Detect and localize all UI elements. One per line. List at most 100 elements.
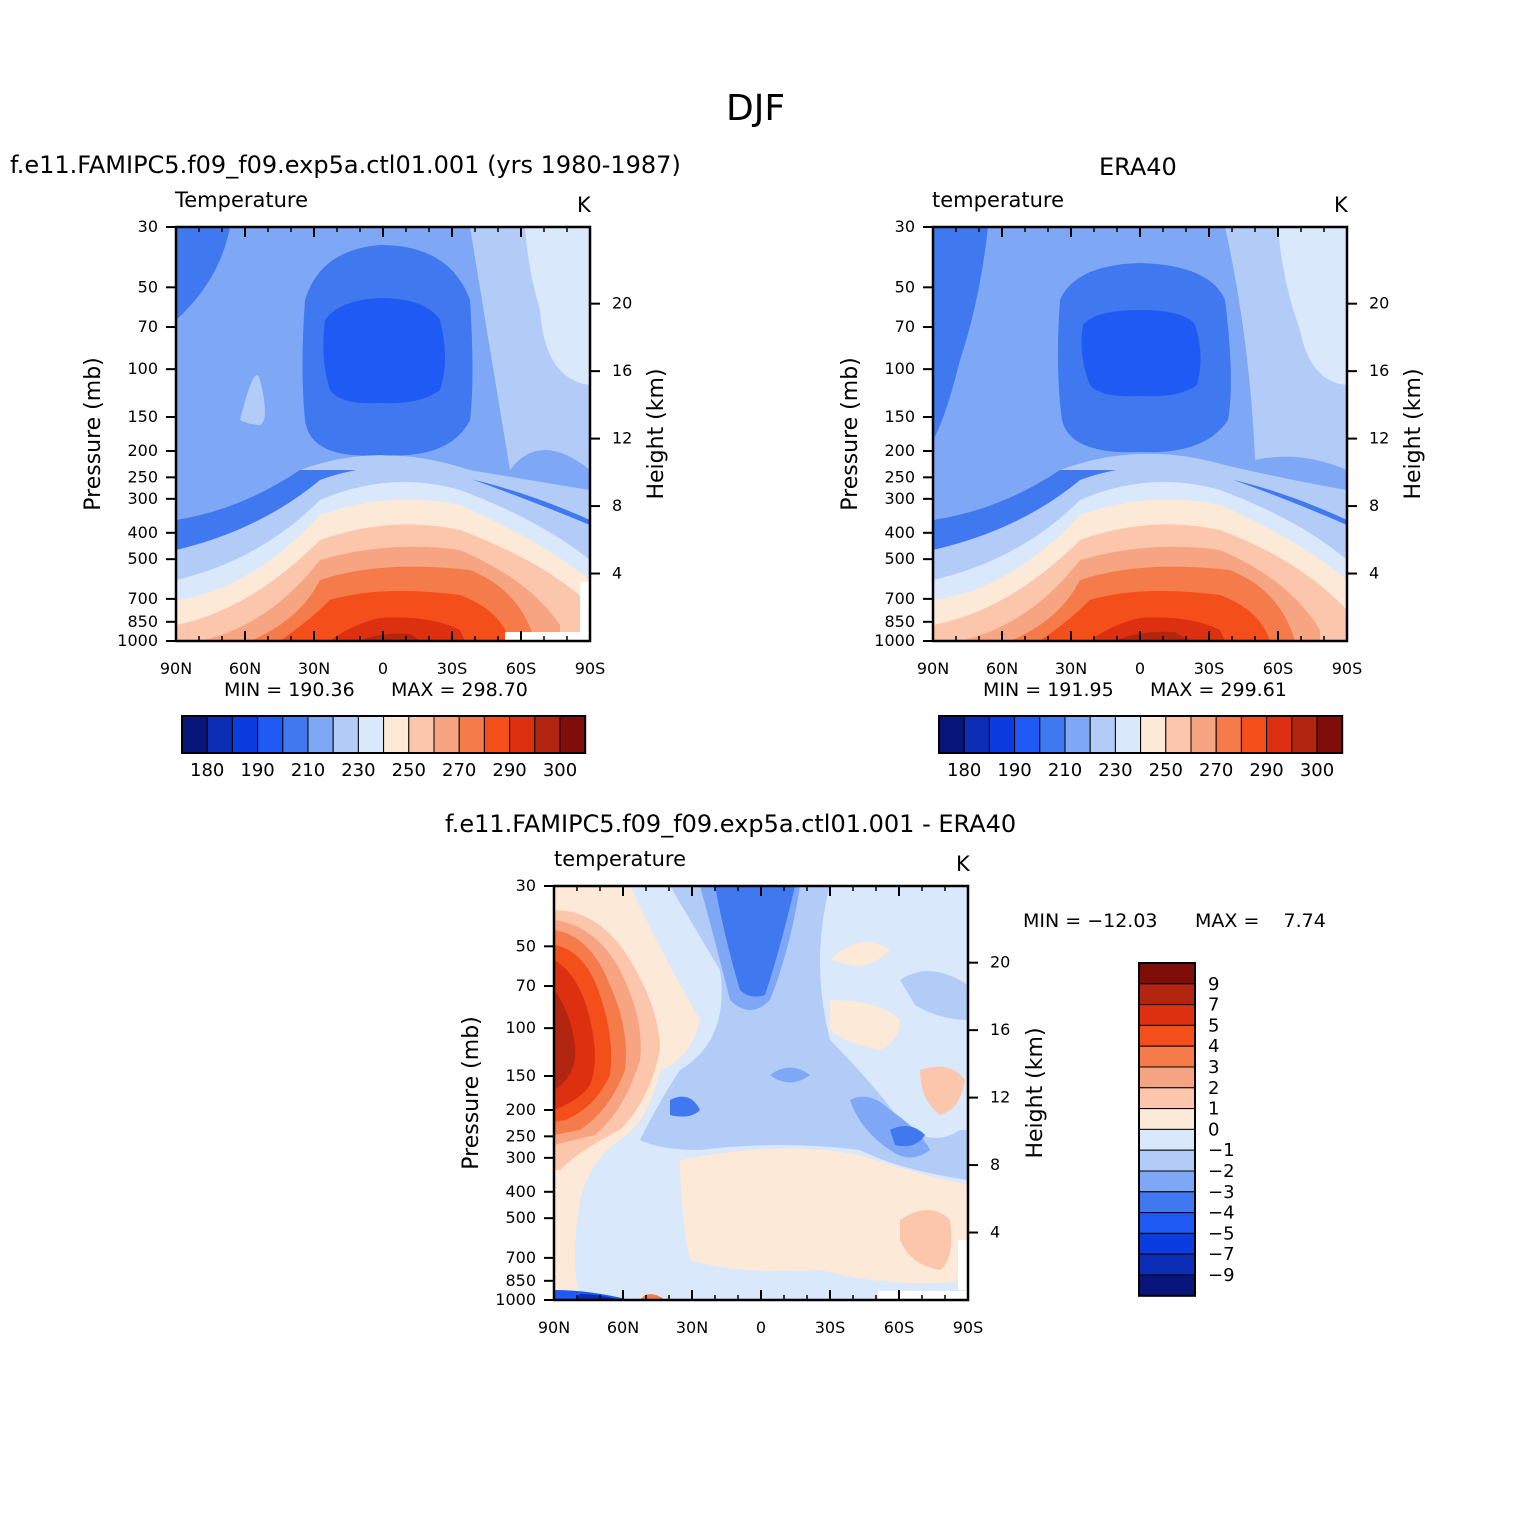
colorbar-label: 270	[442, 760, 476, 781]
colorbar-swatch	[257, 715, 284, 754]
colorbar-label: 290	[1249, 760, 1283, 781]
height-tick-label: 4	[612, 564, 622, 583]
height-tick-label: 8	[612, 496, 622, 515]
colorbar-swatch	[509, 715, 536, 754]
x-tick-label: 60S	[1263, 659, 1294, 678]
y-tick-label: 30	[138, 217, 158, 236]
height-tick-label: 4	[990, 1223, 1000, 1242]
y-tick-label: 70	[516, 976, 536, 995]
x-tick-label: 0	[1135, 659, 1145, 678]
colorbar-swatch	[1138, 1128, 1196, 1151]
y-tick-label: 100	[884, 359, 915, 378]
x-tick-label: 30N	[676, 1318, 708, 1337]
y-tick-label: 700	[505, 1248, 536, 1267]
y-tick-label: 500	[505, 1208, 536, 1227]
colorbar-swatch	[534, 715, 561, 754]
panel-title-model: f.e11.FAMIPC5.f09_f09.exp5a.ctl01.001 (y…	[10, 151, 681, 179]
colorbar-swatch	[988, 715, 1016, 754]
colorbar-swatch	[1138, 1108, 1196, 1130]
x-tick-label: 30S	[815, 1318, 846, 1337]
y-tick-label: 700	[127, 589, 158, 608]
colorbar-swatch	[408, 715, 435, 754]
x-tick-label: 60S	[506, 659, 537, 678]
x-tick-label: 0	[756, 1318, 766, 1337]
y-tick-label: 50	[138, 277, 158, 296]
y-tick-label: 250	[127, 467, 158, 486]
colorbar-swatch	[307, 715, 334, 754]
y-tick-label: 100	[127, 359, 158, 378]
colorbar-label: −3	[1208, 1182, 1235, 1203]
y-tick-label: 400	[127, 523, 158, 542]
colorbar-label: 180	[947, 760, 981, 781]
colorbar-swatch	[1138, 983, 1196, 1006]
min-value-model: MIN = 190.36	[224, 679, 355, 701]
x-tick-label: 60S	[884, 1318, 915, 1337]
y-tick-label: 1000	[495, 1290, 536, 1309]
colorbar-swatch	[1138, 1212, 1196, 1234]
colorbar-label: 270	[1199, 760, 1233, 781]
colorbar-swatch	[1138, 962, 1196, 985]
height-tick-label: 12	[1369, 429, 1389, 448]
height-tick-label: 8	[990, 1155, 1000, 1174]
variable-label-model: Temperature	[175, 188, 309, 212]
colorbar-swatch	[1138, 1274, 1196, 1297]
y-tick-label: 30	[516, 876, 536, 895]
units-label-model: K	[577, 193, 591, 217]
colorbar-label: 190	[240, 760, 274, 781]
colorbar-swatch	[1240, 715, 1268, 754]
colorbar-label: 0	[1208, 1119, 1219, 1140]
variable-label-diff: temperature	[554, 847, 686, 871]
panel-title-obs: ERA40	[1099, 153, 1177, 181]
y-tick-label: 200	[505, 1100, 536, 1119]
colorbar-label: 290	[492, 760, 526, 781]
colorbar-swatch	[1140, 715, 1167, 754]
colorbar-swatch	[206, 715, 233, 754]
y-tick-label: 500	[127, 549, 158, 568]
units-label-diff: K	[956, 852, 970, 876]
y-tick-label: 200	[127, 441, 158, 460]
y-tick-label: 300	[127, 489, 158, 508]
figure-title: DJF	[726, 88, 786, 129]
x-tick-label: 60N	[607, 1318, 639, 1337]
x-tick-label: 30N	[298, 659, 330, 678]
max-value-diff: MAX = 7.74	[1195, 910, 1326, 932]
y-axis-label: Pressure (mb)	[81, 357, 106, 511]
x-tick-label: 90S	[575, 659, 606, 678]
colorbar-swatch	[963, 715, 990, 754]
height-tick-label: 8	[1369, 496, 1379, 515]
colorbar-swatch	[1138, 1191, 1196, 1214]
colorbar-label: −5	[1208, 1223, 1235, 1244]
colorbar-label: −2	[1208, 1161, 1235, 1182]
colorbar-label: 4	[1208, 1036, 1219, 1057]
y-axis-label: Pressure (mb)	[838, 357, 863, 511]
x-tick-label: 30S	[437, 659, 468, 678]
x-tick-label: 30S	[1194, 659, 1225, 678]
colorbar-swatch	[357, 715, 385, 754]
x-tick-label: 30N	[1055, 659, 1087, 678]
colorbar-label: 9	[1208, 974, 1219, 995]
colorbar-swatch	[1138, 1232, 1196, 1255]
height-tick-label: 20	[1369, 294, 1389, 313]
y-tick-label: 850	[127, 612, 158, 631]
min-value-obs: MIN = 191.95	[983, 679, 1114, 701]
colorbar-swatch	[1114, 715, 1142, 754]
y-tick-label: 30	[895, 217, 915, 236]
colorbar-swatch	[1316, 715, 1343, 754]
max-value-obs: MAX = 299.61	[1150, 679, 1287, 701]
height-tick-label: 16	[612, 361, 632, 380]
x-tick-label: 60N	[229, 659, 261, 678]
colorbar-swatch	[383, 715, 410, 754]
colorbar-swatch	[1039, 715, 1066, 754]
colorbar-swatch	[1138, 1045, 1196, 1068]
y-tick-label: 850	[505, 1271, 536, 1290]
colorbar-label: −4	[1208, 1203, 1235, 1224]
colorbar-swatch	[1215, 715, 1242, 754]
colorbar-swatch	[1138, 1004, 1196, 1026]
y-tick-label: 70	[895, 317, 915, 336]
colorbar-swatch	[559, 715, 586, 754]
colorbar-label: 190	[997, 760, 1031, 781]
colorbar-swatch	[231, 715, 259, 754]
x-tick-label: 90N	[160, 659, 192, 678]
colorbar-swatch	[1190, 715, 1217, 754]
colorbar-label: 3	[1208, 1057, 1219, 1078]
